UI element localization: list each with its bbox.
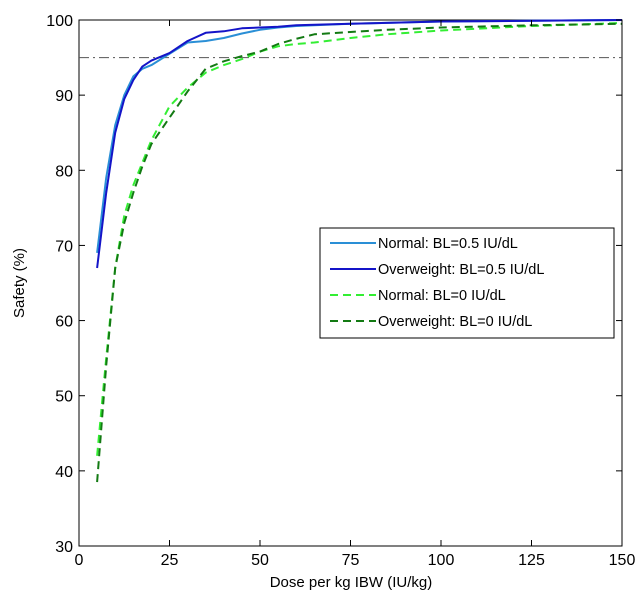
x-axis-label: Dose per kg IBW (IU/kg) xyxy=(270,574,433,591)
y-tick-label: 50 xyxy=(55,389,73,406)
x-tick-label: 100 xyxy=(428,552,455,569)
y-tick-label: 40 xyxy=(55,464,73,481)
legend-label: Overweight: BL=0.5 IU/dL xyxy=(378,262,544,278)
series-line xyxy=(96,22,623,456)
x-axis-ticks: 0 25 50 75 100 125 150 xyxy=(75,20,636,569)
legend-box xyxy=(319,227,615,339)
y-tick-label: 30 xyxy=(55,539,73,556)
y-tick-label: 80 xyxy=(55,163,73,180)
x-tick-label: 50 xyxy=(251,552,269,569)
x-tick-label: 75 xyxy=(342,552,360,569)
legend-label: Normal: BL=0.5 IU/dL xyxy=(378,236,518,252)
y-tick-label: 90 xyxy=(55,88,73,105)
x-tick-label: 125 xyxy=(518,552,545,569)
y-axis-ticks: 30 40 50 60 70 80 90 100 xyxy=(46,13,622,556)
y-axis-label: Safety (%) xyxy=(11,248,28,318)
legend-label: Overweight: BL=0 IU/dL xyxy=(378,314,532,330)
legend: Normal: BL=0.5 IU/dL Overweight: BL=0.5 I… xyxy=(319,227,615,339)
y-tick-label: 70 xyxy=(55,238,73,255)
series-line xyxy=(96,22,623,483)
legend-label: Normal: BL=0 IU/dL xyxy=(378,288,506,304)
x-tick-label: 150 xyxy=(609,552,636,569)
x-tick-label: 25 xyxy=(161,552,179,569)
y-tick-label: 100 xyxy=(46,13,73,30)
y-tick-label: 60 xyxy=(55,314,73,331)
x-tick-label: 0 xyxy=(75,552,84,569)
